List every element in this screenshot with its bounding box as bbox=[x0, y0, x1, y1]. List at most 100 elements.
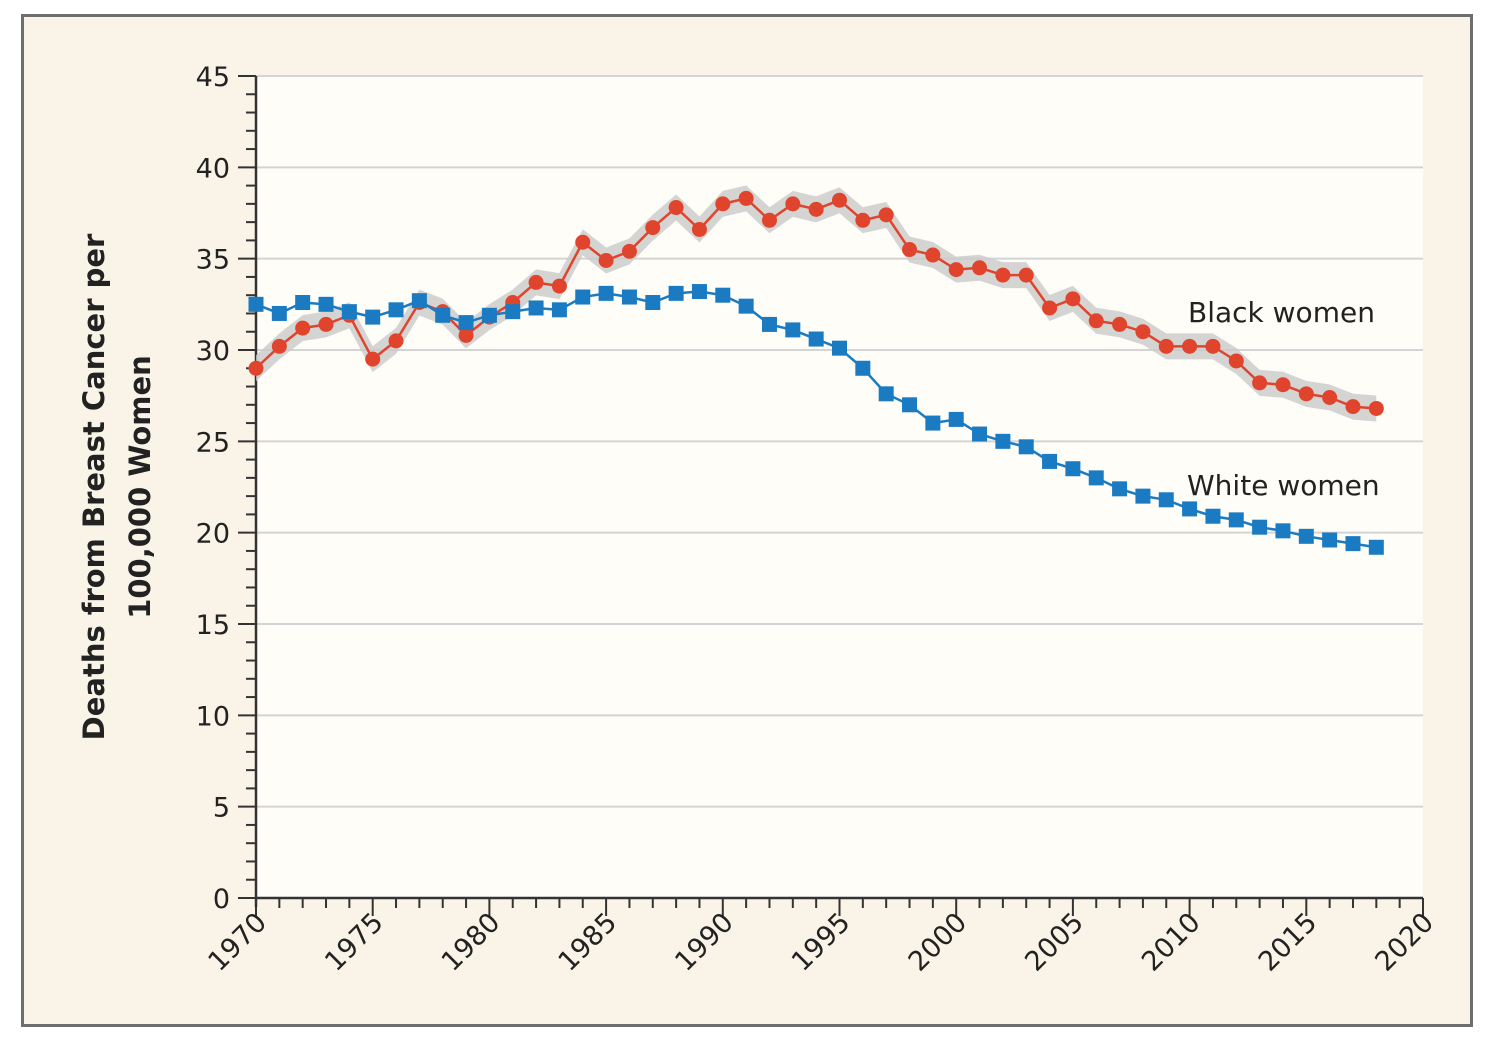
data-point bbox=[1042, 453, 1058, 469]
data-point bbox=[1252, 375, 1268, 391]
data-point bbox=[1018, 439, 1034, 455]
data-point bbox=[645, 220, 661, 236]
x-tick-label: 1970 bbox=[202, 907, 273, 978]
x-tick-label: 1990 bbox=[669, 907, 740, 978]
data-point bbox=[1298, 386, 1314, 402]
data-point bbox=[621, 289, 637, 305]
data-point bbox=[365, 309, 381, 325]
data-point bbox=[318, 296, 334, 312]
data-point bbox=[1345, 536, 1361, 552]
data-point bbox=[388, 302, 404, 318]
data-point bbox=[1275, 377, 1291, 393]
data-point bbox=[1205, 508, 1221, 524]
data-point bbox=[1368, 539, 1384, 555]
y-tick-label: 35 bbox=[196, 245, 230, 276]
data-point bbox=[598, 285, 614, 301]
data-point bbox=[691, 221, 707, 237]
series-markers-white-women bbox=[248, 284, 1384, 555]
data-point bbox=[972, 426, 988, 442]
data-point bbox=[341, 304, 357, 320]
data-point bbox=[1252, 519, 1268, 535]
data-point bbox=[902, 242, 918, 258]
data-point bbox=[785, 196, 801, 212]
y-tick-label: 30 bbox=[196, 336, 230, 367]
y-tick-label: 40 bbox=[196, 153, 230, 184]
data-point bbox=[1322, 389, 1338, 405]
y-tick-label: 0 bbox=[213, 884, 230, 915]
data-point bbox=[1158, 338, 1174, 354]
data-point bbox=[1205, 338, 1221, 354]
data-point bbox=[1182, 338, 1198, 354]
data-point bbox=[1042, 300, 1058, 316]
data-point bbox=[761, 212, 777, 228]
data-point bbox=[1088, 313, 1104, 329]
data-point bbox=[1112, 316, 1128, 332]
data-point bbox=[1065, 461, 1081, 477]
data-point bbox=[761, 316, 777, 332]
data-point bbox=[878, 207, 894, 223]
data-point bbox=[1322, 532, 1338, 548]
data-point bbox=[995, 267, 1011, 283]
data-point bbox=[481, 307, 497, 323]
data-point bbox=[715, 287, 731, 303]
series-label-white-women: White women bbox=[1187, 469, 1380, 502]
data-point bbox=[365, 351, 381, 367]
data-point bbox=[1298, 528, 1314, 544]
data-point bbox=[645, 295, 661, 311]
data-point bbox=[1018, 267, 1034, 283]
data-point bbox=[458, 315, 474, 331]
data-point bbox=[271, 338, 287, 354]
data-point bbox=[248, 296, 264, 312]
data-point bbox=[668, 200, 684, 216]
data-point bbox=[575, 289, 591, 305]
y-tick-label: 45 bbox=[196, 62, 230, 93]
x-tick-label: 1985 bbox=[553, 907, 624, 978]
data-point bbox=[738, 298, 754, 314]
y-tick-label: 20 bbox=[196, 519, 230, 550]
data-point bbox=[738, 190, 754, 206]
data-point bbox=[528, 274, 544, 290]
data-point bbox=[295, 320, 311, 336]
data-point bbox=[668, 285, 684, 301]
data-point bbox=[855, 212, 871, 228]
data-point bbox=[948, 262, 964, 278]
data-point bbox=[435, 307, 451, 323]
data-point bbox=[1065, 291, 1081, 307]
x-tick-label: 2000 bbox=[903, 907, 974, 978]
data-point bbox=[1182, 501, 1198, 517]
data-point bbox=[458, 327, 474, 343]
data-point bbox=[972, 260, 988, 276]
data-point bbox=[505, 304, 521, 320]
data-point bbox=[528, 300, 544, 316]
data-point bbox=[411, 293, 427, 309]
data-point bbox=[902, 397, 918, 413]
data-point bbox=[248, 360, 264, 376]
data-point bbox=[598, 252, 614, 268]
data-point bbox=[832, 192, 847, 208]
y-tick-label: 5 bbox=[213, 793, 230, 824]
data-point bbox=[1345, 399, 1361, 415]
data-point bbox=[271, 305, 287, 321]
series-label-black-women: Black women bbox=[1188, 296, 1375, 329]
y-axis-title-line-2: 100,000 Women bbox=[123, 355, 157, 619]
x-tick-label: 2015 bbox=[1253, 907, 1324, 978]
x-tick-label: 1975 bbox=[319, 907, 390, 978]
data-point bbox=[1368, 400, 1384, 416]
x-tick-label: 2020 bbox=[1369, 907, 1440, 978]
data-point bbox=[878, 386, 894, 402]
data-point bbox=[1088, 470, 1104, 486]
data-point bbox=[1275, 523, 1291, 539]
data-point bbox=[318, 316, 334, 332]
data-point bbox=[621, 243, 637, 259]
axes bbox=[238, 75, 1424, 916]
data-point bbox=[551, 278, 567, 294]
data-point bbox=[551, 302, 567, 318]
x-tick-label: 2010 bbox=[1136, 907, 1207, 978]
data-point bbox=[808, 201, 824, 217]
y-tick-label: 15 bbox=[196, 610, 230, 641]
data-point bbox=[808, 331, 824, 347]
data-point bbox=[785, 322, 801, 338]
data-point bbox=[1135, 488, 1151, 504]
data-point bbox=[691, 284, 707, 300]
